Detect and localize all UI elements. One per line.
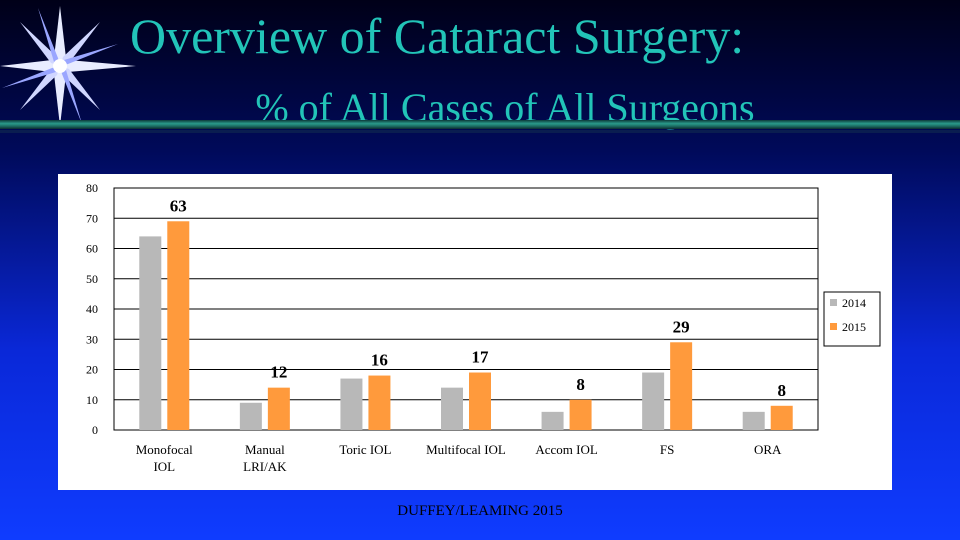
data-label: 8 (576, 375, 585, 394)
data-label: 8 (777, 381, 786, 400)
x-category-label: ORA (754, 442, 782, 457)
y-tick-label: 20 (86, 363, 98, 377)
y-tick-label: 40 (86, 302, 98, 316)
title-divider-shadow (0, 130, 960, 133)
data-label: 29 (673, 317, 690, 336)
bar-2014 (742, 411, 765, 430)
data-labels: 63 12 16 17 8 29 8 (170, 196, 786, 400)
bars (139, 221, 793, 430)
bar-2014 (239, 402, 262, 430)
y-tick-label: 0 (92, 423, 98, 437)
legend-swatch-2014 (830, 299, 837, 306)
legend: 2014 2015 (823, 291, 881, 347)
x-category-label: Manual (245, 442, 285, 457)
footer-credit: DUFFEY/LEAMING 2015 (397, 503, 563, 519)
x-category-label: Multifocal IOL (426, 442, 506, 457)
bar-2015 (267, 387, 290, 430)
bar-2014 (340, 378, 363, 430)
y-tick-label: 30 (86, 332, 98, 346)
bar-2014 (441, 387, 463, 430)
gridlines (114, 217, 818, 401)
title-divider (0, 120, 960, 129)
data-label: 63 (170, 196, 187, 215)
bar-2014 (541, 411, 564, 430)
y-axis-ticks: 0 10 20 30 40 50 60 70 80 (86, 181, 98, 437)
bar-2015 (770, 405, 793, 430)
x-category-label: Toric IOL (339, 442, 391, 457)
data-label: 12 (270, 363, 287, 382)
y-tick-label: 70 (86, 211, 98, 225)
data-label: 17 (472, 348, 490, 367)
y-tick-label: 80 (86, 181, 98, 195)
bar-2015 (368, 375, 391, 430)
bar-2015 (569, 399, 592, 430)
bar-2014 (642, 372, 665, 430)
legend-swatch-2015 (830, 323, 837, 330)
bar-2015 (670, 342, 693, 430)
legend-label: 2014 (842, 296, 866, 310)
starburst-logo (0, 6, 136, 126)
bar-2014 (139, 236, 162, 430)
x-category-label: LRI/AK (243, 459, 287, 474)
y-tick-label: 60 (86, 242, 98, 256)
slide-title: Overview of Cataract Surgery: (130, 8, 745, 64)
legend-label: 2015 (842, 320, 866, 334)
bar-2015 (167, 221, 190, 430)
x-category-label: FS (660, 442, 674, 457)
bar-2015 (469, 372, 491, 430)
data-label: 16 (371, 351, 388, 370)
x-axis-categories: Monofocal IOL Manual LRI/AK Toric IOL Multifo… (136, 442, 782, 474)
x-category-label: IOL (153, 459, 175, 474)
y-tick-label: 50 (86, 272, 98, 286)
x-category-label: Accom IOL (535, 442, 598, 457)
x-category-label: Monofocal (136, 442, 193, 457)
y-tick-label: 10 (86, 393, 98, 407)
